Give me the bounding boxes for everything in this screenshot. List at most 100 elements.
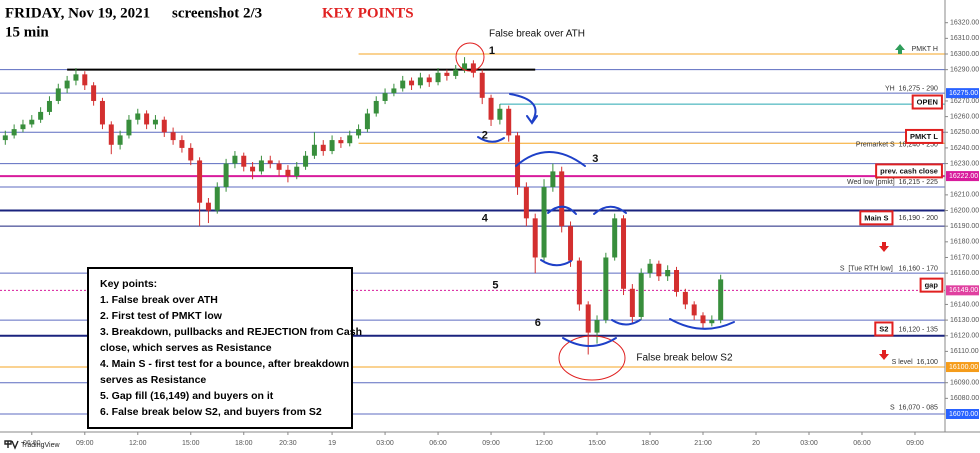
x-tick-label: 15:00 [182, 440, 200, 447]
watermark: TradingView [21, 442, 60, 449]
arc [540, 259, 572, 267]
candle-body [541, 187, 547, 258]
candle-body [488, 97, 494, 120]
candle-body [250, 166, 256, 172]
down-arrow [879, 350, 889, 360]
candle-body [585, 304, 591, 333]
candle-body [647, 263, 653, 274]
candle-body [99, 100, 105, 125]
x-tick-label: 09:00 [482, 440, 500, 447]
y-tick-label: 16310.00 [950, 35, 979, 42]
price-tag [946, 285, 979, 296]
annotation-note: S level 16,100 [892, 359, 938, 366]
candle-body [29, 119, 35, 125]
candle-body [11, 129, 17, 136]
x-tick-label: 20:30 [279, 440, 297, 447]
candle-body [506, 108, 512, 136]
candle-body [197, 160, 203, 203]
candle-body [356, 129, 362, 136]
annotation-note: YH 16,275 - 290 [885, 85, 938, 92]
annotation-note: S 16,070 - 085 [890, 405, 938, 412]
candle-body [73, 74, 79, 81]
candle-body [665, 270, 671, 277]
candle-body [311, 144, 317, 156]
y-tick-label: 16270.00 [950, 98, 979, 105]
annotation-step: 5 [492, 280, 498, 292]
annotation-step: 6 [535, 317, 541, 329]
price-tag [946, 409, 979, 419]
timeframe: 15 min [5, 24, 49, 40]
y-tick-label: 16160.00 [950, 270, 979, 277]
candle-body [523, 187, 529, 219]
candle-body [479, 72, 485, 98]
candle-body [382, 93, 388, 101]
y-tick-label: 16240.00 [950, 145, 979, 152]
candle-body [82, 74, 88, 86]
key-point: close, which serves as Resistance [100, 342, 272, 354]
annotation-box [905, 128, 944, 144]
x-tick-label: 19 [328, 440, 336, 447]
candle-body [38, 111, 44, 120]
key-points-box: Key points: 1. False break over ATH 2. Fir… [87, 267, 362, 429]
candle-body [117, 135, 123, 145]
x-tick-label: 06:00 [23, 440, 41, 447]
y-tick-label: 16120.00 [950, 333, 979, 340]
annotation-box: prev. cash close [880, 166, 938, 175]
candle-body [594, 320, 600, 333]
key-point: 5. Gap fill (16,149) and buyers on it [100, 390, 274, 402]
y-tick-label: 16230.00 [950, 160, 979, 167]
candle-body [338, 140, 344, 144]
y-tick-label: 16260.00 [950, 113, 979, 120]
candle-body [161, 119, 167, 133]
candle-body [426, 77, 432, 83]
candle-body [46, 100, 52, 112]
annotation-step: 3 [592, 153, 598, 165]
annotation-note: 16,120 - 135 [899, 326, 938, 333]
up-arrow [895, 44, 905, 54]
price-tag-label: 16222.00 [949, 173, 978, 180]
candle-body [373, 100, 379, 114]
arc [669, 318, 735, 330]
annotation-step: 4 [482, 212, 489, 224]
key-points-title: Key points: [100, 278, 157, 290]
highlight-circle [455, 42, 485, 72]
price-tag-label: 16100.00 [949, 364, 978, 371]
candle-body [435, 72, 441, 83]
y-tick-label: 16110.00 [950, 348, 979, 355]
candle-body [320, 144, 326, 152]
candle-body [179, 140, 185, 148]
y-tick-label: 16190.00 [950, 223, 979, 230]
key-point: 4. Main S - first test for a bounce, aft… [100, 358, 349, 370]
x-tick-label: 20 [752, 440, 760, 447]
levels [0, 53, 945, 415]
candle-body [674, 270, 680, 292]
candle-body [718, 279, 724, 321]
annotation-box [859, 210, 894, 226]
y-tick-label: 16320.00 [950, 20, 979, 27]
heading: KEY POINTS [322, 5, 414, 21]
annotation-note: Premarket S 16,240 - 250 [856, 142, 938, 149]
x-tick-label: 03:00 [800, 440, 818, 447]
chart-subtitle: screenshot 2/3 [172, 5, 262, 21]
highlight-ellipse [558, 335, 626, 381]
annotation-box [911, 94, 943, 110]
annotation-box: PMKT L [910, 132, 938, 141]
candle-body [568, 226, 574, 261]
annotation-callout: False break below S2 [636, 352, 733, 363]
candle-body [409, 80, 415, 86]
annotation-note: PMKT H [912, 46, 938, 53]
candle-body [470, 63, 476, 73]
candle-body [126, 119, 132, 136]
candle-body [267, 160, 273, 164]
x-tick-label: 21:00 [694, 440, 712, 447]
candle-body [285, 169, 291, 177]
candle-body [303, 155, 309, 167]
annotation-callout: False break over ATH [489, 28, 585, 39]
candle-body [497, 108, 503, 120]
candle-body [170, 132, 176, 141]
x-tick-label: 18:00 [641, 440, 659, 447]
candle-body [391, 88, 397, 94]
blue-arcs [477, 93, 735, 347]
arc [547, 205, 577, 215]
